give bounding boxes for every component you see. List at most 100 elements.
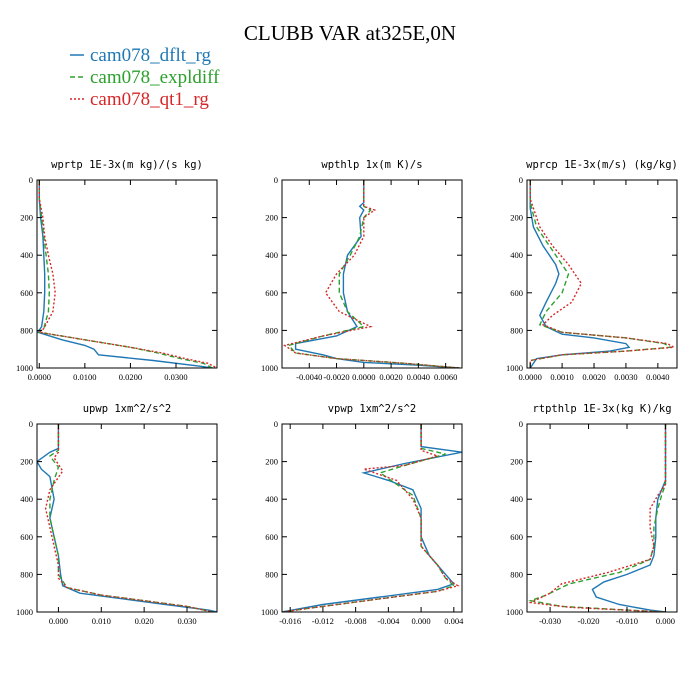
x-tick-label: 0.0060 — [434, 372, 457, 382]
y-tick-label: 600 — [510, 532, 523, 542]
x-tick-label: 0.0300 — [164, 372, 187, 382]
plot-frame — [36, 423, 218, 613]
series-line-cam078_expldiff — [529, 180, 673, 368]
series-line-cam078_qt1_rg — [282, 424, 460, 612]
series-line-cam078_dflt_rg — [37, 180, 213, 368]
y-tick-label: 800 — [510, 569, 523, 579]
y-tick-label: 400 — [510, 494, 523, 504]
y-tick-label: 0 — [274, 175, 278, 185]
y-tick-label: 200 — [510, 457, 523, 467]
panel-rtpthlp: rtpthlp 1E-3x(kg K)/kg 0 200 400 600 800 1000 -… — [506, 403, 678, 626]
panel-upwp: upwp 1xm^2/s^2 0 200 400 600 800 1000 0.000 0.01… — [16, 403, 218, 626]
y-tick-label: 600 — [20, 288, 33, 298]
y-tick-label: 0 — [29, 175, 33, 185]
series-line-cam078_dflt_rg — [282, 424, 462, 612]
y-tick-label: 400 — [20, 494, 33, 504]
y-tick-label: 0 — [274, 419, 278, 429]
series-line-cam078_qt1_rg — [37, 180, 217, 368]
panel-wprtp: wprtp 1E-3x(m kg)/(s kg) 0 200 400 600 800 100… — [16, 159, 218, 382]
x-tick-label: -0.0020 — [323, 372, 349, 382]
legend-label-qt1: cam078_qt1_rg — [90, 89, 209, 110]
x-tick-label: -0.016 — [279, 616, 301, 626]
y-tick-label: 1000 — [16, 607, 33, 617]
x-tick-label: -0.030 — [539, 616, 561, 626]
y-tick-label: 1000 — [16, 363, 33, 373]
x-tick-label: 0.0200 — [119, 372, 142, 382]
panel-title: rtpthlp 1E-3x(kg K)/kg — [532, 403, 671, 415]
panel-wprcp: wprcp 1E-3x(m/s) (kg/kg)0 200 400 600 800 100… — [506, 159, 678, 382]
y-tick-label: 200 — [20, 457, 33, 467]
y-tick-label: 200 — [265, 213, 278, 223]
x-tick-label: 0.000 — [49, 616, 68, 626]
legend: cam078_dflt_rg cam078_expldiff cam078_qt… — [70, 45, 220, 110]
y-tick-label: 600 — [265, 288, 278, 298]
x-tick-label: 0.004 — [444, 616, 464, 626]
series-line-cam078_qt1_rg — [528, 424, 667, 612]
y-tick-label: 1000 — [261, 363, 278, 373]
plot-frame — [526, 179, 678, 369]
x-tick-label: 0.000 — [656, 616, 675, 626]
x-tick-label: 0.0000 — [28, 372, 51, 382]
panel-title: wpthlp 1x(m K)/s — [321, 159, 422, 171]
x-tick-label: -0.004 — [377, 616, 400, 626]
legend-label-dflt: cam078_dflt_rg — [90, 45, 212, 66]
x-tick-label: 0.000 — [412, 616, 431, 626]
x-tick-label: -0.010 — [616, 616, 638, 626]
y-tick-label: 0 — [519, 175, 523, 185]
x-tick-label: 0.0030 — [614, 372, 637, 382]
x-tick-label: 0.0040 — [407, 372, 430, 382]
series-line-cam078_qt1_rg — [283, 180, 460, 368]
x-tick-label: 0.0020 — [582, 372, 605, 382]
x-tick-label: 0.0020 — [379, 372, 402, 382]
y-tick-label: 800 — [20, 325, 33, 335]
y-tick-label: 400 — [20, 250, 33, 260]
x-tick-label: -0.008 — [345, 616, 367, 626]
x-tick-label: 0.020 — [135, 616, 154, 626]
x-tick-label: -0.0040 — [296, 372, 322, 382]
plot-frame — [526, 423, 678, 613]
panel-title: vpwp 1xm^2/s^2 — [328, 403, 417, 415]
y-tick-label: 400 — [510, 250, 523, 260]
x-tick-label: 0.0010 — [550, 372, 573, 382]
legend-label-expl: cam078_expldiff — [90, 67, 220, 88]
x-tick-label: 0.030 — [177, 616, 196, 626]
y-tick-label: 400 — [265, 494, 278, 504]
x-tick-label: 0.0000 — [352, 372, 375, 382]
y-tick-label: 200 — [20, 213, 33, 223]
y-tick-label: 800 — [265, 325, 278, 335]
plot-frame — [281, 423, 463, 613]
y-tick-label: 800 — [510, 325, 523, 335]
y-tick-label: 600 — [20, 532, 33, 542]
x-tick-label: 0.010 — [92, 616, 111, 626]
panel-wpthlp: wpthlp 1x(m K)/s 0 200 400 600 800 1000 -0.0040… — [261, 159, 463, 382]
x-tick-label: 0.0040 — [646, 372, 669, 382]
series-line-cam078_expldiff — [37, 180, 213, 368]
x-tick-label: -0.020 — [578, 616, 600, 626]
series-line-cam078_expldiff — [287, 180, 460, 368]
y-tick-label: 1000 — [506, 363, 523, 373]
y-tick-label: 800 — [265, 569, 278, 579]
series-line-cam078_qt1_rg — [529, 180, 677, 368]
y-tick-label: 400 — [265, 250, 278, 260]
y-tick-label: 600 — [265, 532, 278, 542]
x-tick-label: 0.0100 — [73, 372, 96, 382]
y-tick-label: 200 — [510, 213, 523, 223]
figure-title: CLUBB VAR at325E,0N — [244, 21, 456, 45]
panel-title: upwp 1xm^2/s^2 — [83, 403, 172, 415]
panel-title: wprcp 1E-3x(m/s) (kg/kg) — [526, 159, 678, 171]
series-line-cam078_dflt_rg — [591, 424, 667, 612]
x-tick-label: -0.012 — [312, 616, 334, 626]
y-tick-label: 1000 — [261, 607, 278, 617]
y-tick-label: 0 — [519, 419, 523, 429]
y-tick-label: 0 — [29, 419, 33, 429]
series-line-cam078_expldiff — [528, 424, 667, 612]
series-line-cam078_expldiff — [48, 424, 213, 612]
plot-frame — [36, 179, 218, 369]
x-tick-label: 0.0000 — [519, 372, 542, 382]
y-tick-label: 800 — [20, 569, 33, 579]
plot-frame — [281, 179, 463, 369]
y-tick-label: 600 — [510, 288, 523, 298]
y-tick-label: 1000 — [506, 607, 523, 617]
series-line-cam078_dflt_rg — [294, 180, 460, 368]
